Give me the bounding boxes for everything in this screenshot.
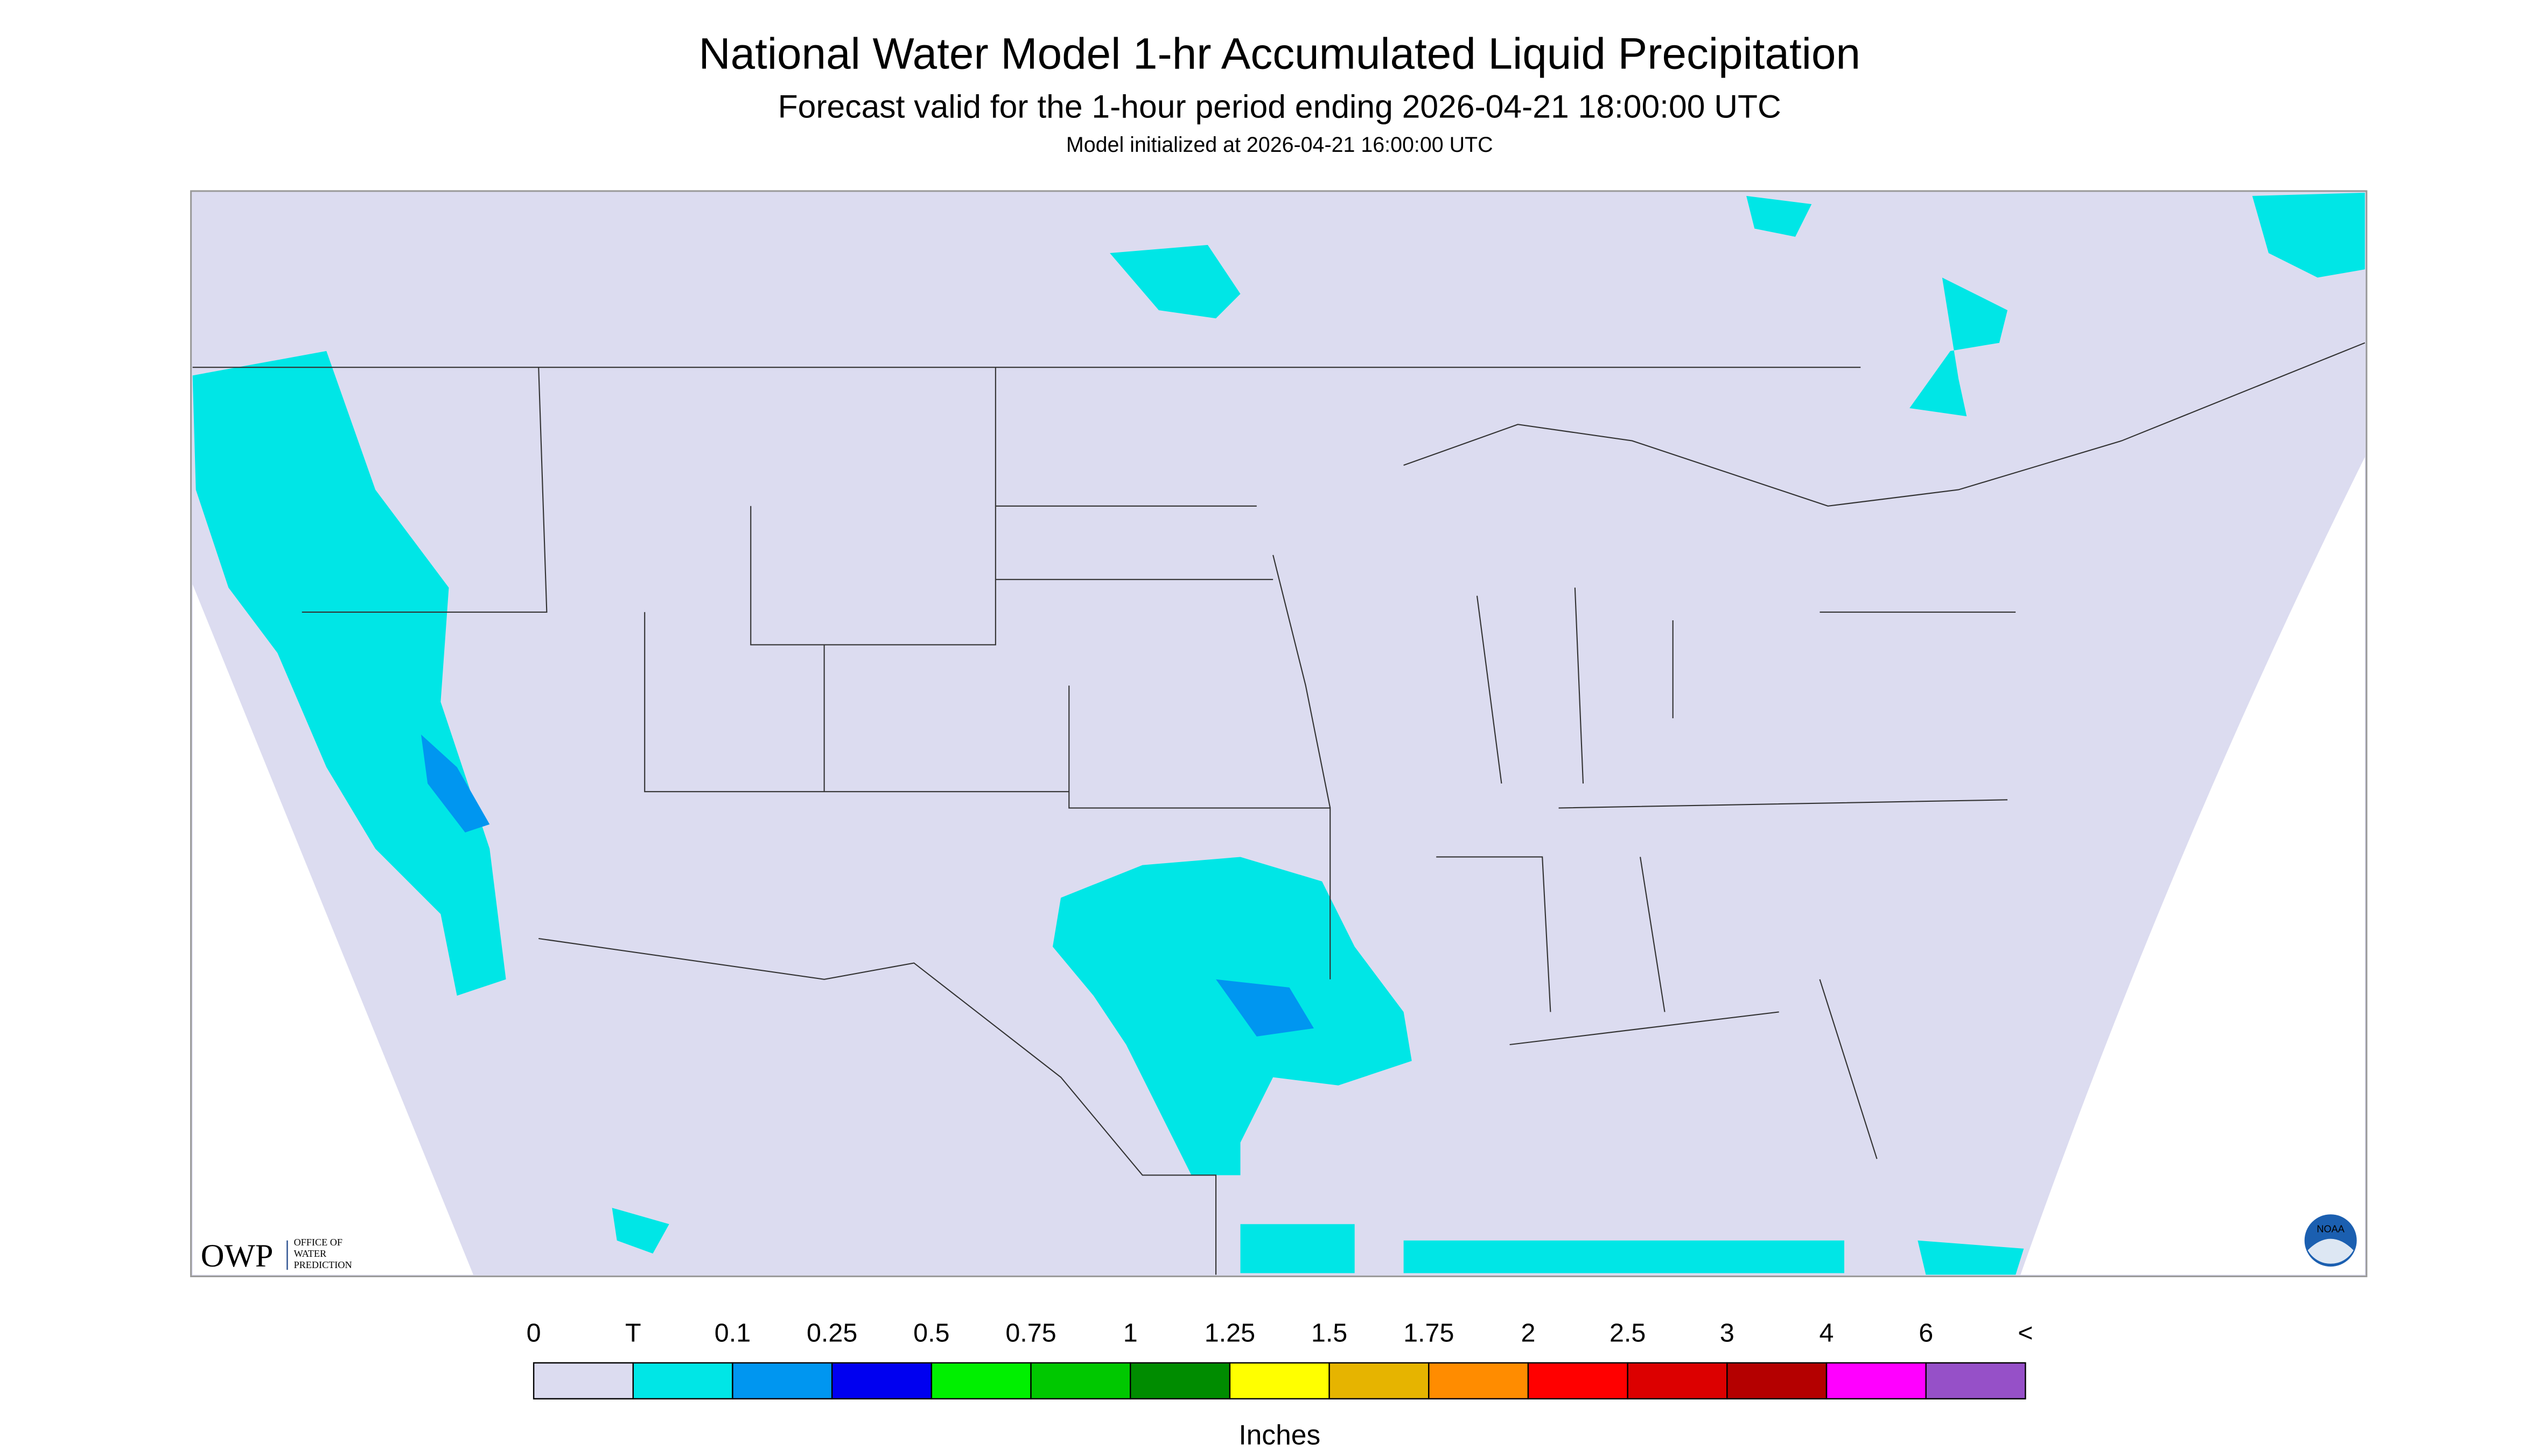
legend-label: 6: [1919, 1319, 1933, 1348]
legend-unit: Inches: [1238, 1419, 1320, 1451]
logo-line: PREDICTION: [294, 1259, 352, 1270]
legend-label: 2.5: [1610, 1319, 1646, 1348]
legend-label: 1: [1123, 1319, 1138, 1348]
legend-label: <: [2018, 1319, 2033, 1348]
legend: 0 T 0.1 0.25 0.5 0.75 1 1.25 1.5 1.75 2 2.5 3 4 6 <: [527, 1319, 2033, 1399]
noaa-wave: [2307, 1238, 2354, 1264]
projection-edge-left: [192, 584, 473, 1275]
legend-swatch: [1328, 1362, 1430, 1399]
title: National Water Model 1-hr Accumulated Li…: [699, 30, 1860, 79]
projection-edge-right: [2020, 457, 2365, 1275]
legend-swatch: [632, 1362, 733, 1399]
legend-swatch: [1825, 1362, 1927, 1399]
logo-line: WATER: [294, 1248, 327, 1259]
legend-label: 0: [527, 1319, 541, 1348]
map-background: [190, 190, 2368, 1277]
legend-label: T: [625, 1319, 641, 1348]
logo-line: OFFICE OF: [294, 1237, 342, 1248]
legend-swatch: [930, 1362, 1032, 1399]
noaa-logo: NOAA: [2304, 1214, 2357, 1267]
legend-swatch: [1925, 1362, 2026, 1399]
legend-label: 2: [1521, 1319, 1535, 1348]
legend-label: 4: [1820, 1319, 1834, 1348]
legend-swatch: [1428, 1362, 1529, 1399]
owp-logo: OWP OFFICE OF WATER PREDICTION: [201, 1237, 352, 1274]
legend-label: 1.75: [1403, 1319, 1454, 1348]
legend-swatch: [732, 1362, 833, 1399]
legend-swatch: [1229, 1362, 1330, 1399]
legend-swatch: [1527, 1362, 1628, 1399]
legend-label: 1.5: [1311, 1319, 1347, 1348]
legend-label: 0.5: [913, 1319, 949, 1348]
legend-swatch: [1030, 1362, 1131, 1399]
legend-swatch: [1726, 1362, 1828, 1399]
subtitle: Forecast valid for the 1-hour period end…: [778, 88, 1781, 124]
precip-areas: [192, 192, 2365, 1275]
legend-label: 0.1: [715, 1319, 751, 1348]
init-note: Model initialized at 2026-04-21 16:00:00…: [1066, 133, 1493, 157]
legend-swatch: [533, 1362, 634, 1399]
legend-swatch: [1627, 1362, 1728, 1399]
boundaries: [192, 342, 2366, 1275]
legend-swatch: [1130, 1362, 1231, 1399]
legend-label: 1.25: [1205, 1319, 1255, 1348]
legend-label: 3: [1720, 1319, 1734, 1348]
precip-light: [421, 734, 1314, 1037]
noaa-text: NOAA: [2317, 1224, 2345, 1235]
legend-label: 0.75: [1005, 1319, 1056, 1348]
legend-swatch: [831, 1362, 933, 1399]
logo-text: OWP: [201, 1238, 274, 1274]
legend-label: 0.25: [807, 1319, 857, 1348]
map: [190, 190, 2368, 1277]
